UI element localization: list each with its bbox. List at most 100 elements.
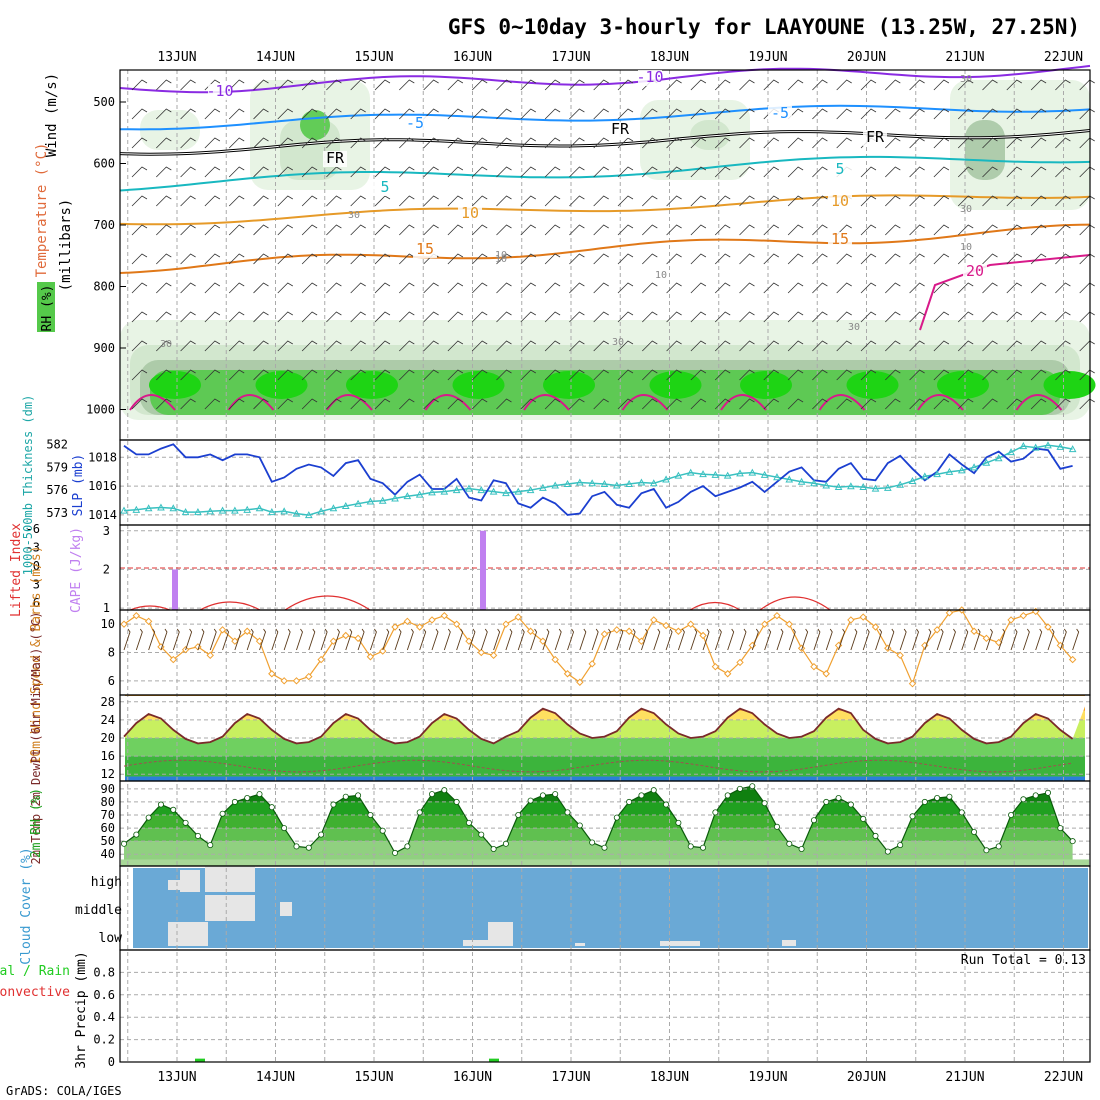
upper-wind-barb bbox=[714, 195, 731, 207]
wind-speed-marker bbox=[268, 670, 276, 678]
cape-bar bbox=[480, 530, 486, 610]
upper-wind-barb bbox=[593, 340, 609, 352]
upper-wind-barb bbox=[666, 137, 682, 149]
upper-wind-barb bbox=[787, 224, 804, 236]
date-label-top: 13JUN bbox=[157, 50, 196, 65]
upper-wind-barb bbox=[374, 166, 391, 178]
upper-wind-barb bbox=[180, 79, 196, 91]
temp_m10-contour bbox=[119, 64, 1091, 94]
wind-barb bbox=[443, 628, 451, 651]
thickness-marker bbox=[957, 466, 966, 474]
lifted-index-ylabel: Lifted Index bbox=[9, 523, 24, 617]
upper-wind-barb bbox=[374, 398, 391, 410]
rh2m-marker bbox=[983, 847, 990, 854]
upper-wind-barb bbox=[909, 369, 925, 381]
wind-speed-marker bbox=[218, 626, 227, 634]
rh2m-marker bbox=[527, 797, 534, 804]
rh-bright-core bbox=[543, 371, 595, 399]
rh2m-marker bbox=[342, 793, 349, 800]
upper-wind-barb bbox=[642, 282, 658, 294]
upper-wind-barb bbox=[180, 369, 196, 381]
cloud-block-low bbox=[463, 940, 488, 946]
upper-wind-barb bbox=[180, 108, 196, 120]
wind10m-ylabel: 10m Wind Speed & Barbs (m/s) bbox=[29, 545, 44, 764]
thickness-marker bbox=[255, 504, 264, 512]
upper-wind-barb bbox=[909, 398, 925, 410]
upper-wind-barb bbox=[909, 166, 925, 178]
upper-wind-barb bbox=[836, 137, 852, 149]
wind-barb bbox=[382, 628, 390, 651]
upper-wind-barb bbox=[569, 340, 585, 352]
rh2m-marker bbox=[367, 812, 374, 819]
date-label-top: 14JUN bbox=[256, 50, 295, 65]
upper-wind-barb bbox=[1006, 282, 1023, 294]
upper-wind-barb bbox=[350, 166, 366, 178]
contour-label: 20 bbox=[966, 262, 984, 280]
rh-contour-label: 30 bbox=[960, 74, 972, 85]
upper-wind-barb bbox=[569, 253, 585, 265]
upper-wind-barb bbox=[277, 311, 294, 323]
upper-wind-barb bbox=[885, 137, 901, 149]
upper-wind-barb bbox=[204, 137, 221, 149]
wind-barb bbox=[899, 628, 907, 651]
upper-wind-barb bbox=[447, 137, 464, 149]
upper-wind-barb bbox=[544, 108, 561, 120]
thickness-ylabel: 1000-500mb Thickness (dm) bbox=[21, 395, 35, 576]
wind-barb bbox=[665, 628, 673, 651]
rh-bright-core bbox=[149, 371, 201, 399]
upper-wind-barb bbox=[447, 340, 464, 352]
upper-wind-barb bbox=[593, 166, 609, 178]
upper-wind-barb bbox=[1055, 253, 1071, 265]
upper-wind-barb bbox=[714, 369, 731, 381]
upper-wind-barb bbox=[885, 224, 901, 236]
temp_20-contour bbox=[129, 394, 176, 411]
upper-wind-barb bbox=[228, 195, 245, 207]
wind-barb bbox=[419, 628, 427, 651]
upper-wind-barb bbox=[326, 398, 342, 410]
upper-wind-barb bbox=[447, 195, 464, 207]
upper-wind-barb bbox=[520, 398, 537, 410]
upper-wind-barb bbox=[690, 195, 707, 207]
thickness-marker bbox=[588, 479, 597, 487]
upper-wind-barb bbox=[666, 108, 682, 120]
wind-speed-marker bbox=[194, 643, 202, 651]
upper-wind-barb bbox=[1006, 79, 1023, 91]
thickness-marker bbox=[218, 506, 227, 514]
credit-text: GrADS: COLA/IGES bbox=[6, 1084, 122, 1098]
wind-barb bbox=[579, 628, 587, 651]
cloud-block-low bbox=[488, 922, 513, 946]
wind-barb bbox=[320, 628, 328, 651]
upper-wind-barb bbox=[690, 398, 707, 410]
wind-speed-marker bbox=[354, 634, 362, 643]
upper-wind-barb bbox=[763, 369, 780, 381]
upper-wind-barb bbox=[617, 340, 634, 352]
thickness-marker bbox=[292, 509, 301, 517]
upper-wind-barb bbox=[569, 166, 585, 178]
wind-barb bbox=[677, 628, 685, 651]
thickness-marker bbox=[341, 501, 350, 510]
upper-wind-barb bbox=[593, 282, 609, 294]
upper-wind-barb bbox=[350, 137, 366, 149]
wind-speed-marker bbox=[489, 651, 498, 660]
upper-wind-barb bbox=[787, 369, 804, 381]
contour-label: 10 bbox=[831, 192, 849, 210]
upper-wind-barb bbox=[374, 79, 391, 91]
upper-wind-barb bbox=[909, 137, 925, 149]
wind-barb bbox=[1010, 628, 1018, 651]
rh2m-marker bbox=[305, 844, 312, 851]
upper-wind-barb bbox=[374, 253, 391, 265]
upper-wind-barb bbox=[131, 253, 148, 265]
upper-wind-barb bbox=[326, 79, 342, 91]
upper-wind-barb bbox=[277, 224, 294, 236]
upper-wind-barb bbox=[933, 79, 950, 91]
rh2m-tick-label: 80 bbox=[101, 795, 115, 809]
rh2m-marker bbox=[157, 801, 164, 808]
upper-wind-barb bbox=[812, 340, 828, 352]
upper-wind-barb bbox=[544, 195, 561, 207]
rh2m-marker bbox=[256, 791, 263, 798]
wind-barb bbox=[333, 628, 340, 651]
upper-wind-barb bbox=[642, 398, 658, 410]
rh-legend-swatch bbox=[37, 282, 55, 332]
upper-wind-barb bbox=[1006, 398, 1023, 410]
wind-tick-label: 8 bbox=[108, 646, 115, 660]
